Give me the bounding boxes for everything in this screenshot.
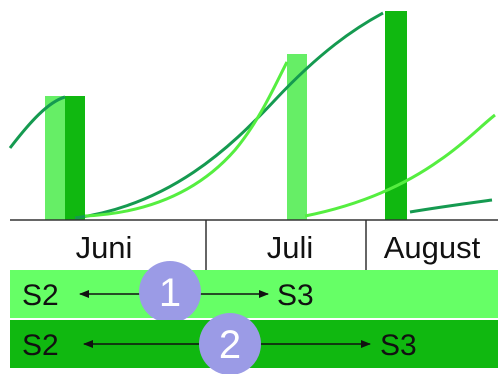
band-2-to-label: S3 <box>380 329 417 362</box>
band-1-from-label: S2 <box>22 279 59 312</box>
curve-light-main <box>84 61 289 218</box>
curve-dark-tail <box>409 198 493 214</box>
badge-2-number: 2 <box>219 323 241 367</box>
badge-1 <box>139 261 201 323</box>
month-label-juli: Juli <box>267 230 314 265</box>
bar-juli-light <box>287 54 307 220</box>
badge-1-number: 1 <box>159 271 181 315</box>
curve-dark-main <box>74 11 384 220</box>
curve-dark-juni <box>8 95 66 149</box>
band-2-from-label: S2 <box>22 329 59 362</box>
month-label-juni: Juni <box>76 230 133 265</box>
month-label-august: August <box>384 230 481 265</box>
bar-juni-dark <box>65 96 85 220</box>
band-1-to-label: S3 <box>277 279 314 312</box>
bar-juni-light <box>45 96 67 220</box>
curve-light-tail <box>304 113 496 218</box>
badge-2 <box>199 313 261 374</box>
bar-august-dark <box>385 11 407 220</box>
